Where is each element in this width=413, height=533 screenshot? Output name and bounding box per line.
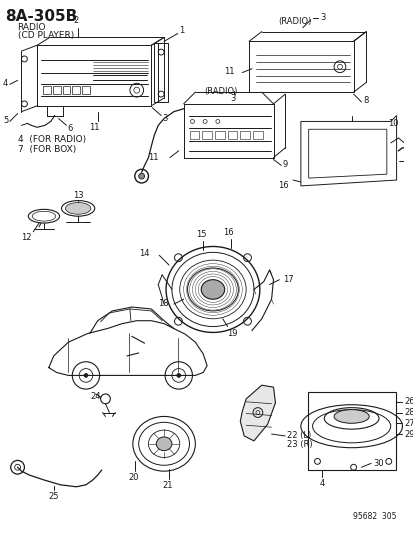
Text: 3: 3 bbox=[320, 13, 325, 22]
Text: 19: 19 bbox=[226, 328, 237, 337]
Bar bbox=[52, 86, 60, 94]
Text: 18: 18 bbox=[158, 298, 169, 308]
Bar bbox=[62, 86, 70, 94]
Text: 4: 4 bbox=[319, 479, 324, 488]
Text: 17: 17 bbox=[282, 275, 293, 284]
Text: 95682  305: 95682 305 bbox=[352, 512, 396, 521]
Text: 16: 16 bbox=[277, 181, 288, 190]
Text: 11: 11 bbox=[147, 153, 158, 162]
Bar bbox=[214, 131, 224, 139]
Text: RADIO: RADIO bbox=[17, 23, 46, 32]
Text: 16: 16 bbox=[223, 228, 233, 237]
Bar bbox=[240, 131, 249, 139]
Bar bbox=[154, 43, 168, 102]
Bar bbox=[72, 86, 80, 94]
Text: 1: 1 bbox=[178, 26, 183, 35]
Circle shape bbox=[176, 374, 180, 377]
Text: 4: 4 bbox=[3, 79, 8, 88]
Text: 21: 21 bbox=[162, 481, 173, 490]
Ellipse shape bbox=[201, 280, 224, 299]
Text: 15: 15 bbox=[195, 230, 206, 239]
Text: 26: 26 bbox=[404, 397, 413, 406]
Text: 8A-305B: 8A-305B bbox=[5, 9, 77, 24]
Ellipse shape bbox=[333, 409, 368, 423]
Text: 20: 20 bbox=[128, 473, 139, 482]
Circle shape bbox=[84, 374, 88, 377]
Text: 4  (FOR RADIO): 4 (FOR RADIO) bbox=[17, 135, 85, 144]
Text: 7  (FOR BOX): 7 (FOR BOX) bbox=[17, 145, 76, 154]
Text: 10: 10 bbox=[387, 118, 398, 127]
Text: (RADIO): (RADIO) bbox=[278, 17, 311, 26]
Text: 5: 5 bbox=[3, 116, 8, 125]
Text: 8: 8 bbox=[363, 96, 368, 106]
Text: 3: 3 bbox=[162, 114, 167, 123]
Ellipse shape bbox=[65, 203, 90, 214]
Text: 22 (L): 22 (L) bbox=[287, 432, 311, 440]
Text: 23 (R): 23 (R) bbox=[287, 440, 312, 449]
Circle shape bbox=[138, 173, 144, 179]
Text: 30: 30 bbox=[372, 459, 383, 468]
Text: 25: 25 bbox=[48, 491, 59, 500]
Polygon shape bbox=[240, 385, 275, 441]
Text: 24: 24 bbox=[90, 392, 101, 401]
Bar bbox=[43, 86, 51, 94]
Bar bbox=[82, 86, 90, 94]
Text: (CD PLAYER): (CD PLAYER) bbox=[17, 30, 74, 39]
Bar bbox=[252, 131, 262, 139]
Text: 13: 13 bbox=[73, 191, 83, 199]
Bar bbox=[307, 392, 395, 470]
Text: 3: 3 bbox=[230, 94, 235, 103]
Ellipse shape bbox=[156, 437, 171, 450]
Text: 11: 11 bbox=[89, 124, 100, 132]
Bar bbox=[227, 131, 237, 139]
Text: 29: 29 bbox=[404, 430, 413, 439]
Bar bbox=[189, 131, 199, 139]
Text: 27: 27 bbox=[404, 419, 413, 428]
Text: 28: 28 bbox=[404, 408, 413, 417]
Bar bbox=[202, 131, 211, 139]
Text: 9: 9 bbox=[282, 160, 287, 169]
Text: 12: 12 bbox=[21, 233, 31, 242]
Text: (RADIO): (RADIO) bbox=[204, 87, 237, 96]
Text: 6: 6 bbox=[67, 124, 73, 133]
Text: 14: 14 bbox=[139, 249, 150, 258]
Text: 11: 11 bbox=[224, 67, 234, 76]
Text: 2: 2 bbox=[74, 16, 78, 25]
